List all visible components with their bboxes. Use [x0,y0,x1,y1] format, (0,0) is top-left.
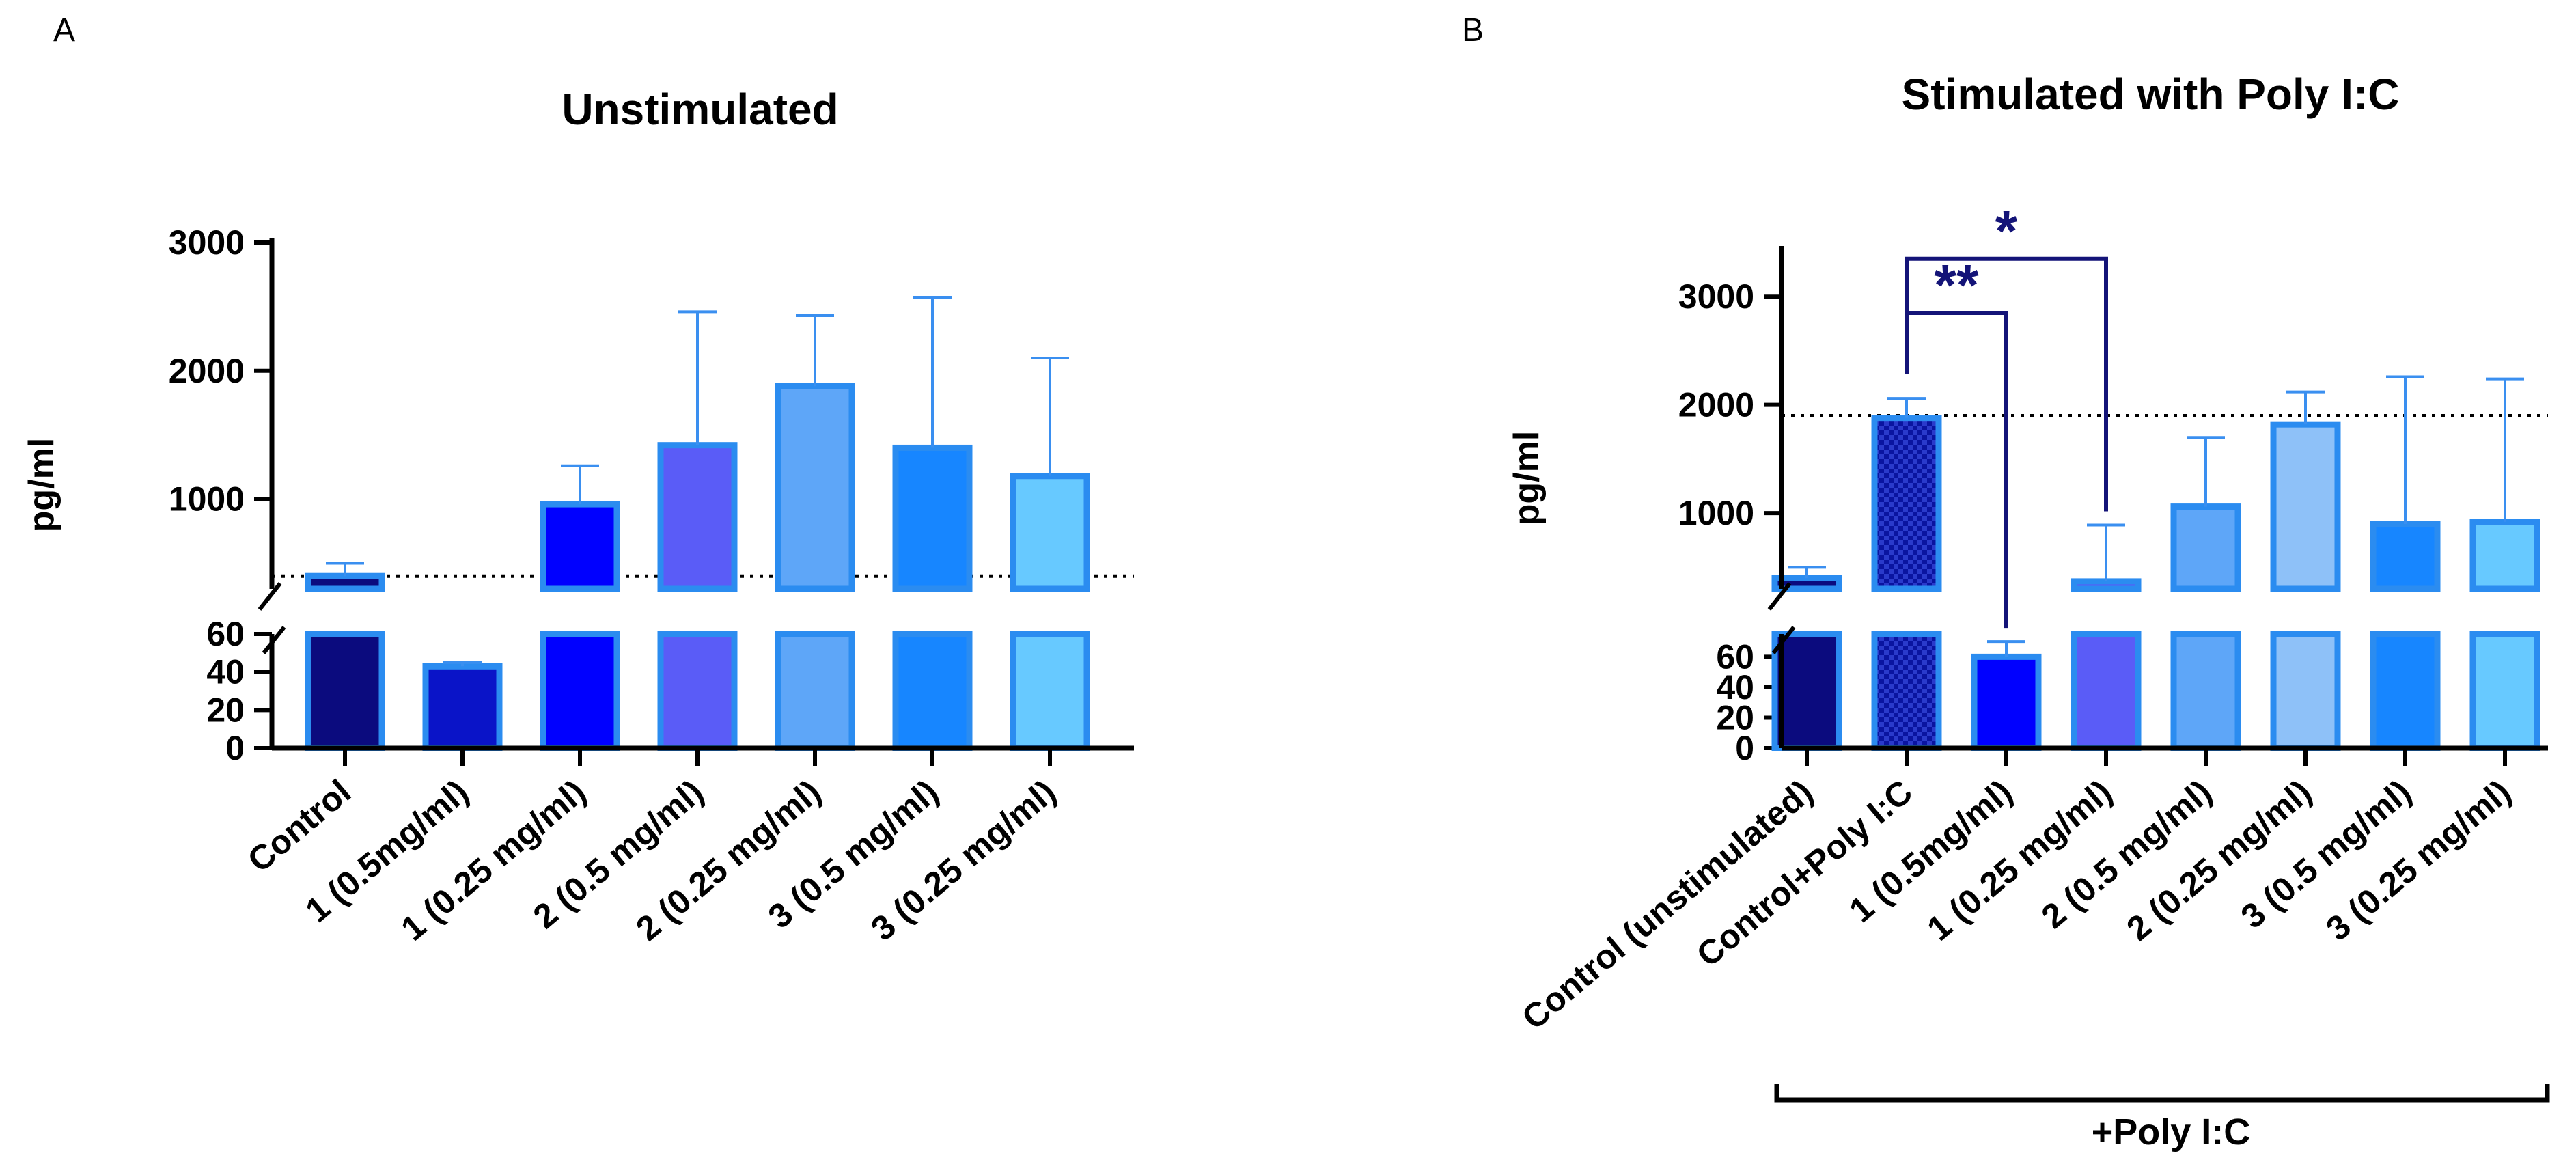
panel-b-bars [1771,415,2540,751]
y-tick-label: 40 [1716,668,1754,706]
y-tick-label: 0 [1735,729,1754,767]
bar [2170,503,2241,592]
panel-a-title: Unstimulated [562,85,838,134]
axis-break-mark [1767,582,1792,611]
significance-label: ** [1934,253,1979,317]
bar [2469,519,2540,592]
bar [305,631,385,751]
bar [1971,653,2042,751]
y-tick-label: 60 [1716,637,1754,676]
panel-a-letter: A [53,12,75,49]
panel-b-category-labels: Control (unstimulated)Control+Poly I:C1 … [1514,773,2518,1037]
bar [775,631,855,751]
bar [1871,631,1942,751]
y-tick-label: 3000 [1678,277,1754,316]
bar [540,631,620,751]
bar [892,631,973,751]
y-tick-label: 3000 [169,223,245,262]
bar [2469,631,2540,751]
bar [1871,415,1942,592]
category-label: 3 (0.25 mg/ml) [2319,773,2518,948]
y-tick-label: 60 [206,615,245,653]
bar [1010,473,1090,592]
bar [2170,631,2241,751]
panel-a-error-bars [326,296,1069,667]
y-tick-label: 20 [1716,698,1754,736]
axis-break-mark [1771,626,1796,654]
bar [892,444,973,592]
bar [2370,631,2441,751]
bar [2270,631,2341,751]
y-tick-label: 40 [206,653,245,691]
y-tick-label: 20 [206,691,245,729]
bar [2071,578,2142,592]
y-tick-label: 2000 [169,352,245,390]
bar [540,501,620,592]
category-label: 3 (0.5 mg/ml) [2234,773,2418,936]
bar [2370,521,2441,592]
panel-b-significance: *** [1905,199,2108,629]
bar [422,663,503,751]
significance-label: * [1995,199,2018,263]
significance-bracket [1905,256,2108,512]
panel-b-error-bars [1788,375,2524,657]
panel-b-axes [1767,246,2548,766]
axis-break-mark [262,626,286,654]
significance-bracket [1905,310,2008,629]
y-tick-label: 2000 [1678,386,1754,424]
y-tick-label: 1000 [1678,494,1754,532]
y-tick-label: 0 [225,729,245,767]
panel-b: B Stimulated with Poly I:C pg/ml 0204060… [1462,12,2550,1153]
axis-break-mark [258,582,282,611]
category-label: Control [240,773,358,880]
bar [2270,421,2341,592]
panel-b-group-bracket: +Poly I:C [1774,1084,2550,1153]
bar [657,442,738,592]
bar [305,572,385,592]
category-label: 2 (0.5 mg/ml) [2034,773,2219,936]
bar [2071,631,2142,751]
y-tick-label: 1000 [169,480,245,519]
bar [1771,631,1842,751]
bar [775,383,855,592]
panel-b-ylabel: pg/ml [1507,431,1547,526]
group-label: +Poly I:C [2092,1112,2251,1153]
group-bracket-line [1774,1084,2550,1103]
panel-a-ylabel: pg/ml [22,438,61,533]
panel-b-letter: B [1462,12,1484,49]
panel-a-bars [305,383,1090,751]
bar [1010,631,1090,751]
panel-a-axes [258,238,1134,766]
panel-b-title: Stimulated with Poly I:C [1902,70,2400,119]
bar [657,631,738,751]
